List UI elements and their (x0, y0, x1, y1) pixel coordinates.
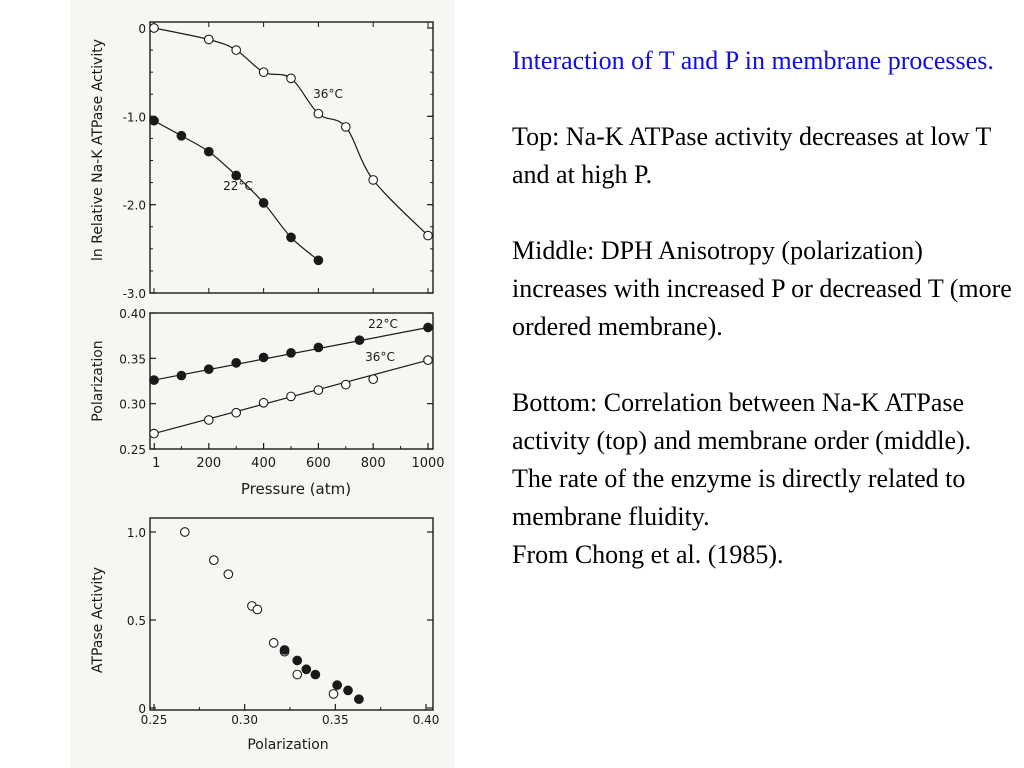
bottom-series-2-point (332, 680, 342, 690)
top-series-2-point (176, 130, 187, 141)
top-annotation-36c: 36°C (313, 87, 343, 101)
middle-xtick-label: 1000 (411, 456, 444, 471)
bottom-series-2-point (301, 664, 312, 675)
caption-source: From Chong et al. (1985). (512, 540, 784, 569)
middle-ytick-label: 0.40 (119, 307, 146, 321)
middle-ytick-label: 0.35 (119, 352, 146, 366)
middle-annotation-36c: 36°C (365, 350, 395, 364)
top-series-2-point (313, 255, 324, 266)
top-series-1-point (231, 45, 242, 55)
middle-xtick-label: 200 (196, 456, 221, 471)
top-ytick-label: -2.0 (123, 199, 146, 213)
caption-title: Interaction of T and P in membrane proce… (512, 46, 994, 75)
bottom-series-1-point (328, 689, 339, 699)
bottom-ytick-label: 0 (138, 702, 146, 716)
bottom-xtick-label: 0.25 (141, 713, 168, 727)
bottom-series-2-point (279, 645, 290, 655)
top-ytick-label: -1.0 (123, 110, 146, 124)
middle-series-1-point (258, 352, 269, 363)
middle-series-1-point (313, 342, 324, 353)
bottom-series-2-point (292, 655, 303, 666)
middle-series-1-point (203, 364, 214, 375)
caption-text: Interaction of T and P in membrane proce… (512, 42, 1012, 574)
bottom-xtick-label: 0.35 (322, 713, 349, 727)
bottom-series-2-point (354, 694, 364, 705)
middle-series-2-point (423, 355, 433, 365)
middle-xtick-label: 600 (306, 456, 331, 471)
middle-series-1-point (231, 358, 242, 368)
caption-top: Top: Na-K ATPase activity decreases at l… (512, 122, 991, 189)
bottom-panel-frame (149, 517, 434, 711)
bottom-series-2-point (310, 669, 321, 680)
top-series-1-point (313, 108, 324, 119)
bottom-series-1-point (292, 669, 303, 680)
middle-series-2-point (340, 379, 351, 390)
top-series-1-point (149, 23, 159, 33)
bottom-series-1-point (223, 569, 234, 580)
middle-xlabel: Pressure (atm) (241, 480, 351, 498)
top-ylabel: ln Relative Na-K ATPase Activity (90, 39, 106, 261)
bottom-series-1-point (179, 527, 190, 537)
bottom-series-2-point (343, 685, 353, 696)
figure-panel: 0 -1.0 -2.0 -3.0 36°C 22°C ln Relative Na-K AT… (70, 0, 455, 768)
bottom-ylabel: ATPase Activity (90, 567, 106, 673)
top-series-1-point (423, 230, 433, 241)
middle-xtick-label: 800 (361, 456, 386, 471)
top-series-2-point (149, 115, 159, 126)
middle-xtick-label: 400 (251, 456, 276, 471)
middle-series-1-point (286, 348, 296, 358)
caption-bottom: Bottom: Correlation between Na-K ATPase … (512, 384, 1012, 574)
middle-ylabel: Polarization (90, 340, 106, 421)
top-series-1-point (286, 73, 296, 84)
caption-middle: Middle: DPH Anisotropy (polarization) in… (512, 236, 1012, 341)
middle-xtick-label: 1 (152, 456, 160, 471)
caption-bottom-text: Bottom: Correlation between Na-K ATPase … (512, 388, 972, 531)
top-ytick-label: -3.0 (123, 287, 146, 301)
top-series-2-point (203, 146, 214, 157)
bottom-ytick-label: 1.0 (127, 526, 146, 540)
bottom-series-1-point (252, 604, 263, 615)
bottom-ytick-label: 0.5 (127, 614, 146, 628)
top-series-1-point (340, 122, 351, 132)
top-series-2-point (258, 198, 269, 208)
middle-series-2-point (368, 374, 379, 385)
chart-figure: 0 -1.0 -2.0 -3.0 36°C 22°C ln Relative Na-K AT… (90, 21, 445, 753)
middle-series-1-point (423, 322, 433, 333)
middle-panel-frame (149, 312, 434, 450)
bottom-xtick-label: 0.40 (413, 713, 440, 727)
top-series-curve-1 (153, 27, 429, 237)
bottom-series-1-point (268, 638, 279, 648)
top-series-1-point (203, 34, 214, 45)
middle-series-2-point (231, 407, 242, 418)
middle-series-1-point (176, 370, 187, 381)
middle-series-2-point (313, 385, 324, 395)
top-annotation-22c: 22°C (223, 179, 253, 193)
bottom-xlabel: Polarization (247, 737, 328, 753)
middle-annotation-22c: 22°C (368, 317, 398, 331)
top-panel-frame (149, 21, 434, 294)
top-ytick-label: 0 (138, 22, 146, 36)
middle-ytick-label: 0.30 (119, 398, 146, 412)
top-series-2-point (286, 232, 296, 243)
top-series-1-point (368, 175, 379, 185)
middle-series-1-point (149, 375, 159, 385)
middle-series-2-point (149, 428, 159, 439)
middle-series-2-point (258, 397, 269, 408)
top-series-1-point (258, 67, 269, 78)
bottom-xtick-label: 0.30 (231, 713, 258, 727)
middle-series-2-point (286, 391, 296, 402)
bottom-series-1-point (208, 555, 219, 566)
middle-series-2-point (203, 415, 214, 425)
middle-series-1-point (354, 335, 365, 346)
middle-ytick-label: 0.25 (119, 443, 146, 457)
top-series-2-point (231, 170, 242, 181)
